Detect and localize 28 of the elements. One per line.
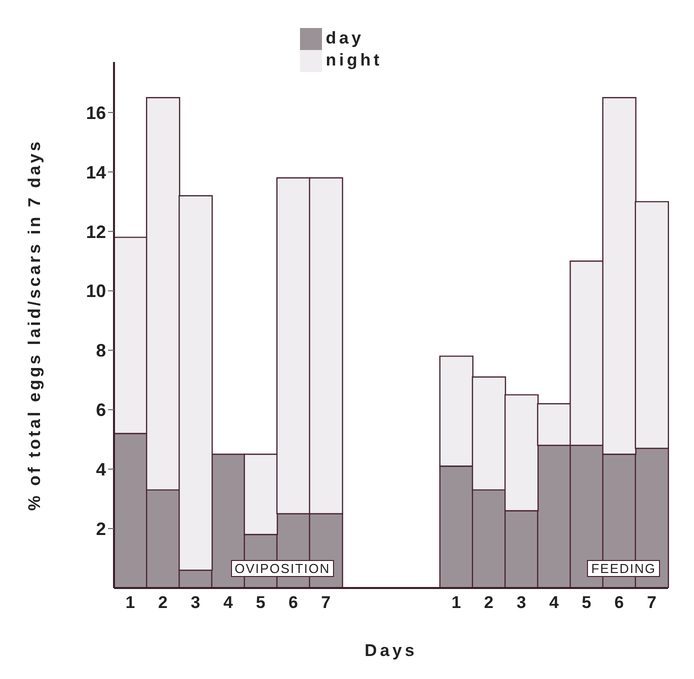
x-tick-label: 4 [549, 593, 560, 612]
x-axis-title: Days [364, 641, 418, 660]
y-tick-label: 2 [96, 518, 106, 539]
y-tick-label: 10 [86, 281, 106, 302]
annotation: FEEDING [587, 560, 660, 577]
x-tick-label: 1 [451, 593, 461, 612]
x-tick-label: 7 [321, 593, 331, 612]
x-tick-label: 3 [516, 593, 526, 612]
x-tick-label: 2 [484, 593, 494, 612]
legend-label: day [326, 28, 364, 48]
x-tick-label: 1 [126, 593, 136, 612]
legend-label: night [326, 50, 382, 70]
y-tick-label: 14 [86, 162, 106, 182]
x-tick-label: 7 [646, 593, 656, 612]
x-tick-label: 4 [223, 593, 234, 612]
x-tick-label: 3 [190, 593, 200, 612]
y-tick-label: 4 [96, 460, 106, 480]
y-tick-label: 8 [96, 340, 106, 361]
x-tick-label: 5 [256, 593, 266, 612]
x-tick-label: 6 [288, 593, 298, 612]
x-tick-label: 6 [614, 593, 624, 612]
x-tick-label: 2 [158, 593, 168, 612]
annotation: OVIPOSITION [230, 560, 334, 577]
y-axis-title: % of total eggs laid/scars in 7 days [25, 139, 44, 511]
x-tick-label: 5 [582, 593, 592, 612]
y-tick-label: 6 [96, 400, 106, 420]
y-tick-label: 16 [86, 102, 106, 123]
y-tick-label: 12 [86, 222, 106, 242]
